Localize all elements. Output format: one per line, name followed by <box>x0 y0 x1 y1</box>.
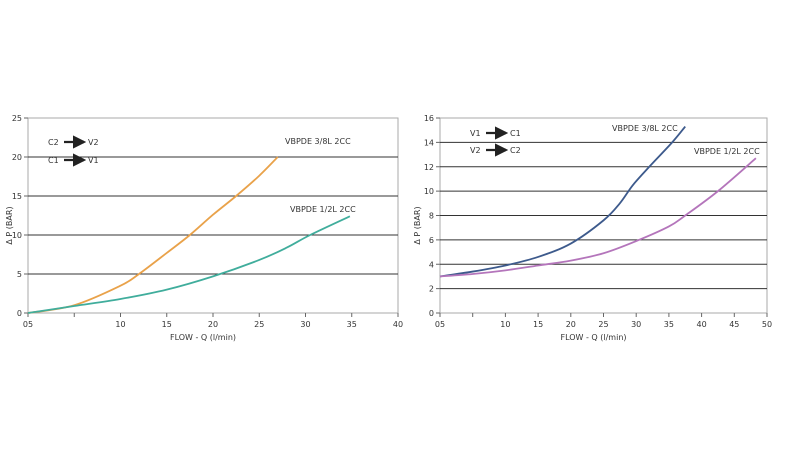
flow-from-label: V2 <box>470 146 481 155</box>
y-tick-label: 12 <box>424 163 434 172</box>
x-tick-label: 10 <box>115 320 125 329</box>
y-tick-label: 20 <box>12 153 22 162</box>
x-axis-label: FLOW - Q (l/min) <box>560 333 626 342</box>
series-line-2 <box>27 215 351 314</box>
series-label: VBPDE 1/2L 2CC <box>290 205 356 214</box>
series-label: VBPDE 3/8L 2CC <box>285 137 351 146</box>
y-tick-label: 6 <box>429 236 434 245</box>
x-tick-label: 40 <box>393 320 403 329</box>
y-tick-label: 5 <box>17 270 22 279</box>
flow-to-label: V1 <box>88 156 99 165</box>
y-tick-label: 10 <box>12 231 22 240</box>
y-tick-label: 25 <box>12 114 22 123</box>
flow-to-label: C1 <box>510 129 521 138</box>
x-tick-label: 25 <box>598 320 608 329</box>
y-tick-label: 2 <box>429 285 434 294</box>
y-axis-label: Δ P (BAR) <box>5 206 14 244</box>
x-tick-label: 15 <box>533 320 543 329</box>
y-tick-label: 4 <box>429 260 434 269</box>
x-tick-label: 20 <box>208 320 218 329</box>
x-tick-label: 05 <box>23 320 33 329</box>
x-tick-label: 05 <box>435 320 445 329</box>
x-tick-label: 30 <box>631 320 641 329</box>
y-tick-label: 0 <box>429 309 434 318</box>
y-tick-label: 0 <box>17 309 22 318</box>
series-line-2 <box>439 157 757 278</box>
x-tick-label: 40 <box>697 320 707 329</box>
x-tick-label: 15 <box>162 320 172 329</box>
flow-from-label: C1 <box>48 156 59 165</box>
chart-2: 0 2 4 6 8 10 12 14 16 05 10 15 20 25 30 35 40 45 50 FLOW - … <box>413 114 772 342</box>
y-axis-label: Δ P (BAR) <box>413 206 422 244</box>
series-line-1 <box>27 156 279 314</box>
y-tick-label: 15 <box>12 192 22 201</box>
y-tick-label: 16 <box>424 114 434 123</box>
flow-from-label: V1 <box>470 129 481 138</box>
series-label: VBPDE 3/8L 2CC <box>612 124 678 133</box>
x-tick-label: 20 <box>566 320 576 329</box>
x-tick-label: 10 <box>500 320 510 329</box>
x-axis-label: FLOW - Q (l/min) <box>170 333 236 342</box>
y-tick-label: 8 <box>429 212 434 221</box>
x-tick-label: 45 <box>729 320 739 329</box>
y-tick-label: 14 <box>424 138 434 147</box>
x-tick-label: 35 <box>664 320 674 329</box>
flow-from-label: C2 <box>48 138 59 147</box>
x-tick-label: 25 <box>254 320 264 329</box>
flow-to-label: V2 <box>88 138 99 147</box>
y-tick-label: 10 <box>424 187 434 196</box>
x-tick-label: 30 <box>300 320 310 329</box>
x-tick-label: 50 <box>762 320 772 329</box>
x-tick-label: 35 <box>347 320 357 329</box>
flow-to-label: C2 <box>510 146 521 155</box>
series-line-1 <box>439 125 686 278</box>
series-label: VBPDE 1/2L 2CC <box>694 147 760 156</box>
